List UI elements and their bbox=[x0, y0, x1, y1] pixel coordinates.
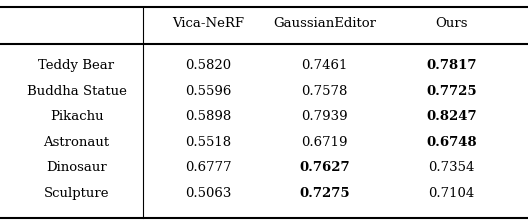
Text: 0.7627: 0.7627 bbox=[299, 161, 350, 174]
Text: 0.8247: 0.8247 bbox=[426, 110, 477, 123]
Text: 0.7275: 0.7275 bbox=[299, 187, 350, 200]
Text: Pikachu: Pikachu bbox=[50, 110, 103, 123]
Text: 0.7354: 0.7354 bbox=[428, 161, 475, 174]
Text: 0.7104: 0.7104 bbox=[428, 187, 475, 200]
Text: 0.6748: 0.6748 bbox=[426, 136, 477, 149]
Text: 0.7725: 0.7725 bbox=[426, 85, 477, 97]
Text: Astronaut: Astronaut bbox=[43, 136, 110, 149]
Text: 0.6719: 0.6719 bbox=[301, 136, 348, 149]
Text: Vica-NeRF: Vica-NeRF bbox=[173, 17, 244, 30]
Text: 0.7578: 0.7578 bbox=[301, 85, 348, 97]
Text: Dinosaur: Dinosaur bbox=[46, 161, 107, 174]
Text: 0.6777: 0.6777 bbox=[185, 161, 232, 174]
Text: 0.5063: 0.5063 bbox=[185, 187, 232, 200]
Text: GaussianEditor: GaussianEditor bbox=[273, 17, 376, 30]
Text: Teddy Bear: Teddy Bear bbox=[39, 59, 115, 72]
Text: Sculpture: Sculpture bbox=[44, 187, 109, 200]
Text: 0.7461: 0.7461 bbox=[301, 59, 348, 72]
Text: Buddha Statue: Buddha Statue bbox=[26, 85, 127, 97]
Text: 0.5820: 0.5820 bbox=[185, 59, 232, 72]
Text: 0.5518: 0.5518 bbox=[185, 136, 232, 149]
Text: 0.7817: 0.7817 bbox=[426, 59, 477, 72]
Text: 0.5596: 0.5596 bbox=[185, 85, 232, 97]
Text: Ours: Ours bbox=[435, 17, 468, 30]
Text: 0.7939: 0.7939 bbox=[301, 110, 348, 123]
Text: 0.5898: 0.5898 bbox=[185, 110, 232, 123]
